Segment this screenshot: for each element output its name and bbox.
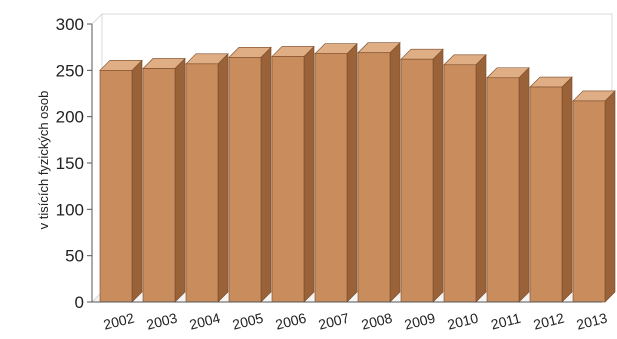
- x-axis: 2002 2003 2004 2005 2006 2007 2008 2009 2010 2011…: [92, 301, 609, 333]
- x-tick-label: 2002: [102, 310, 136, 333]
- bar-front: [228, 57, 262, 303]
- bar-side: [518, 67, 530, 303]
- bar: [228, 46, 272, 303]
- x-tick-label: 2010: [446, 310, 480, 333]
- y-axis-title: v tisících fyzických osob: [36, 91, 51, 230]
- bar: [99, 59, 143, 303]
- bar-front: [314, 53, 348, 303]
- bar-front: [185, 63, 219, 303]
- bar: [443, 54, 487, 303]
- x-tick-label: 2012: [532, 310, 566, 333]
- bar-side: [260, 46, 272, 303]
- bars: [99, 42, 616, 303]
- x-tick-label: 2006: [274, 310, 308, 333]
- bar-side: [604, 90, 616, 303]
- bar-front: [486, 77, 520, 303]
- bar-side: [131, 59, 143, 303]
- y-tick-label: 0: [75, 293, 84, 312]
- bar-front: [271, 56, 305, 303]
- bar-front: [99, 70, 133, 303]
- bar: [529, 76, 573, 303]
- bar: [486, 67, 530, 303]
- bar-front: [572, 100, 606, 303]
- bar-front: [443, 64, 477, 303]
- bar: [185, 53, 229, 303]
- x-tick-label: 2007: [317, 310, 351, 333]
- bar-side: [217, 53, 229, 303]
- x-tick-label: 2003: [145, 310, 179, 333]
- bar-side: [346, 42, 358, 303]
- bar: [400, 48, 444, 303]
- bar: [314, 42, 358, 303]
- y-tick-label: 300: [56, 15, 84, 34]
- wall-edge: [91, 13, 103, 25]
- y-tick-label: 50: [65, 247, 84, 266]
- bar: [142, 57, 186, 303]
- x-tick-label: 2009: [403, 310, 437, 333]
- y-axis: 0 50 100 150 200 250 300: [56, 15, 92, 312]
- x-tick-label: 2008: [360, 310, 394, 333]
- bar-front: [357, 52, 391, 303]
- y-tick-label: 250: [56, 61, 84, 80]
- bar-side: [389, 42, 401, 303]
- x-tick-label: 2005: [231, 310, 265, 333]
- bar: [357, 42, 401, 303]
- bar-front: [529, 86, 563, 303]
- bar-side: [561, 76, 573, 303]
- x-tick-label: 2011: [489, 310, 522, 333]
- bar-side: [174, 57, 186, 303]
- bar-front: [142, 68, 176, 303]
- bar: [572, 90, 616, 303]
- bar-side: [303, 45, 315, 303]
- bar-side: [475, 54, 487, 303]
- y-tick-label: 100: [56, 200, 84, 219]
- bar: [271, 45, 315, 303]
- x-tick-label: 2004: [188, 310, 222, 333]
- bar-front: [400, 58, 434, 303]
- bar-side: [432, 48, 444, 303]
- y-tick-label: 200: [56, 108, 84, 127]
- y-tick-label: 150: [56, 154, 84, 173]
- x-tick-label: 2013: [575, 310, 609, 333]
